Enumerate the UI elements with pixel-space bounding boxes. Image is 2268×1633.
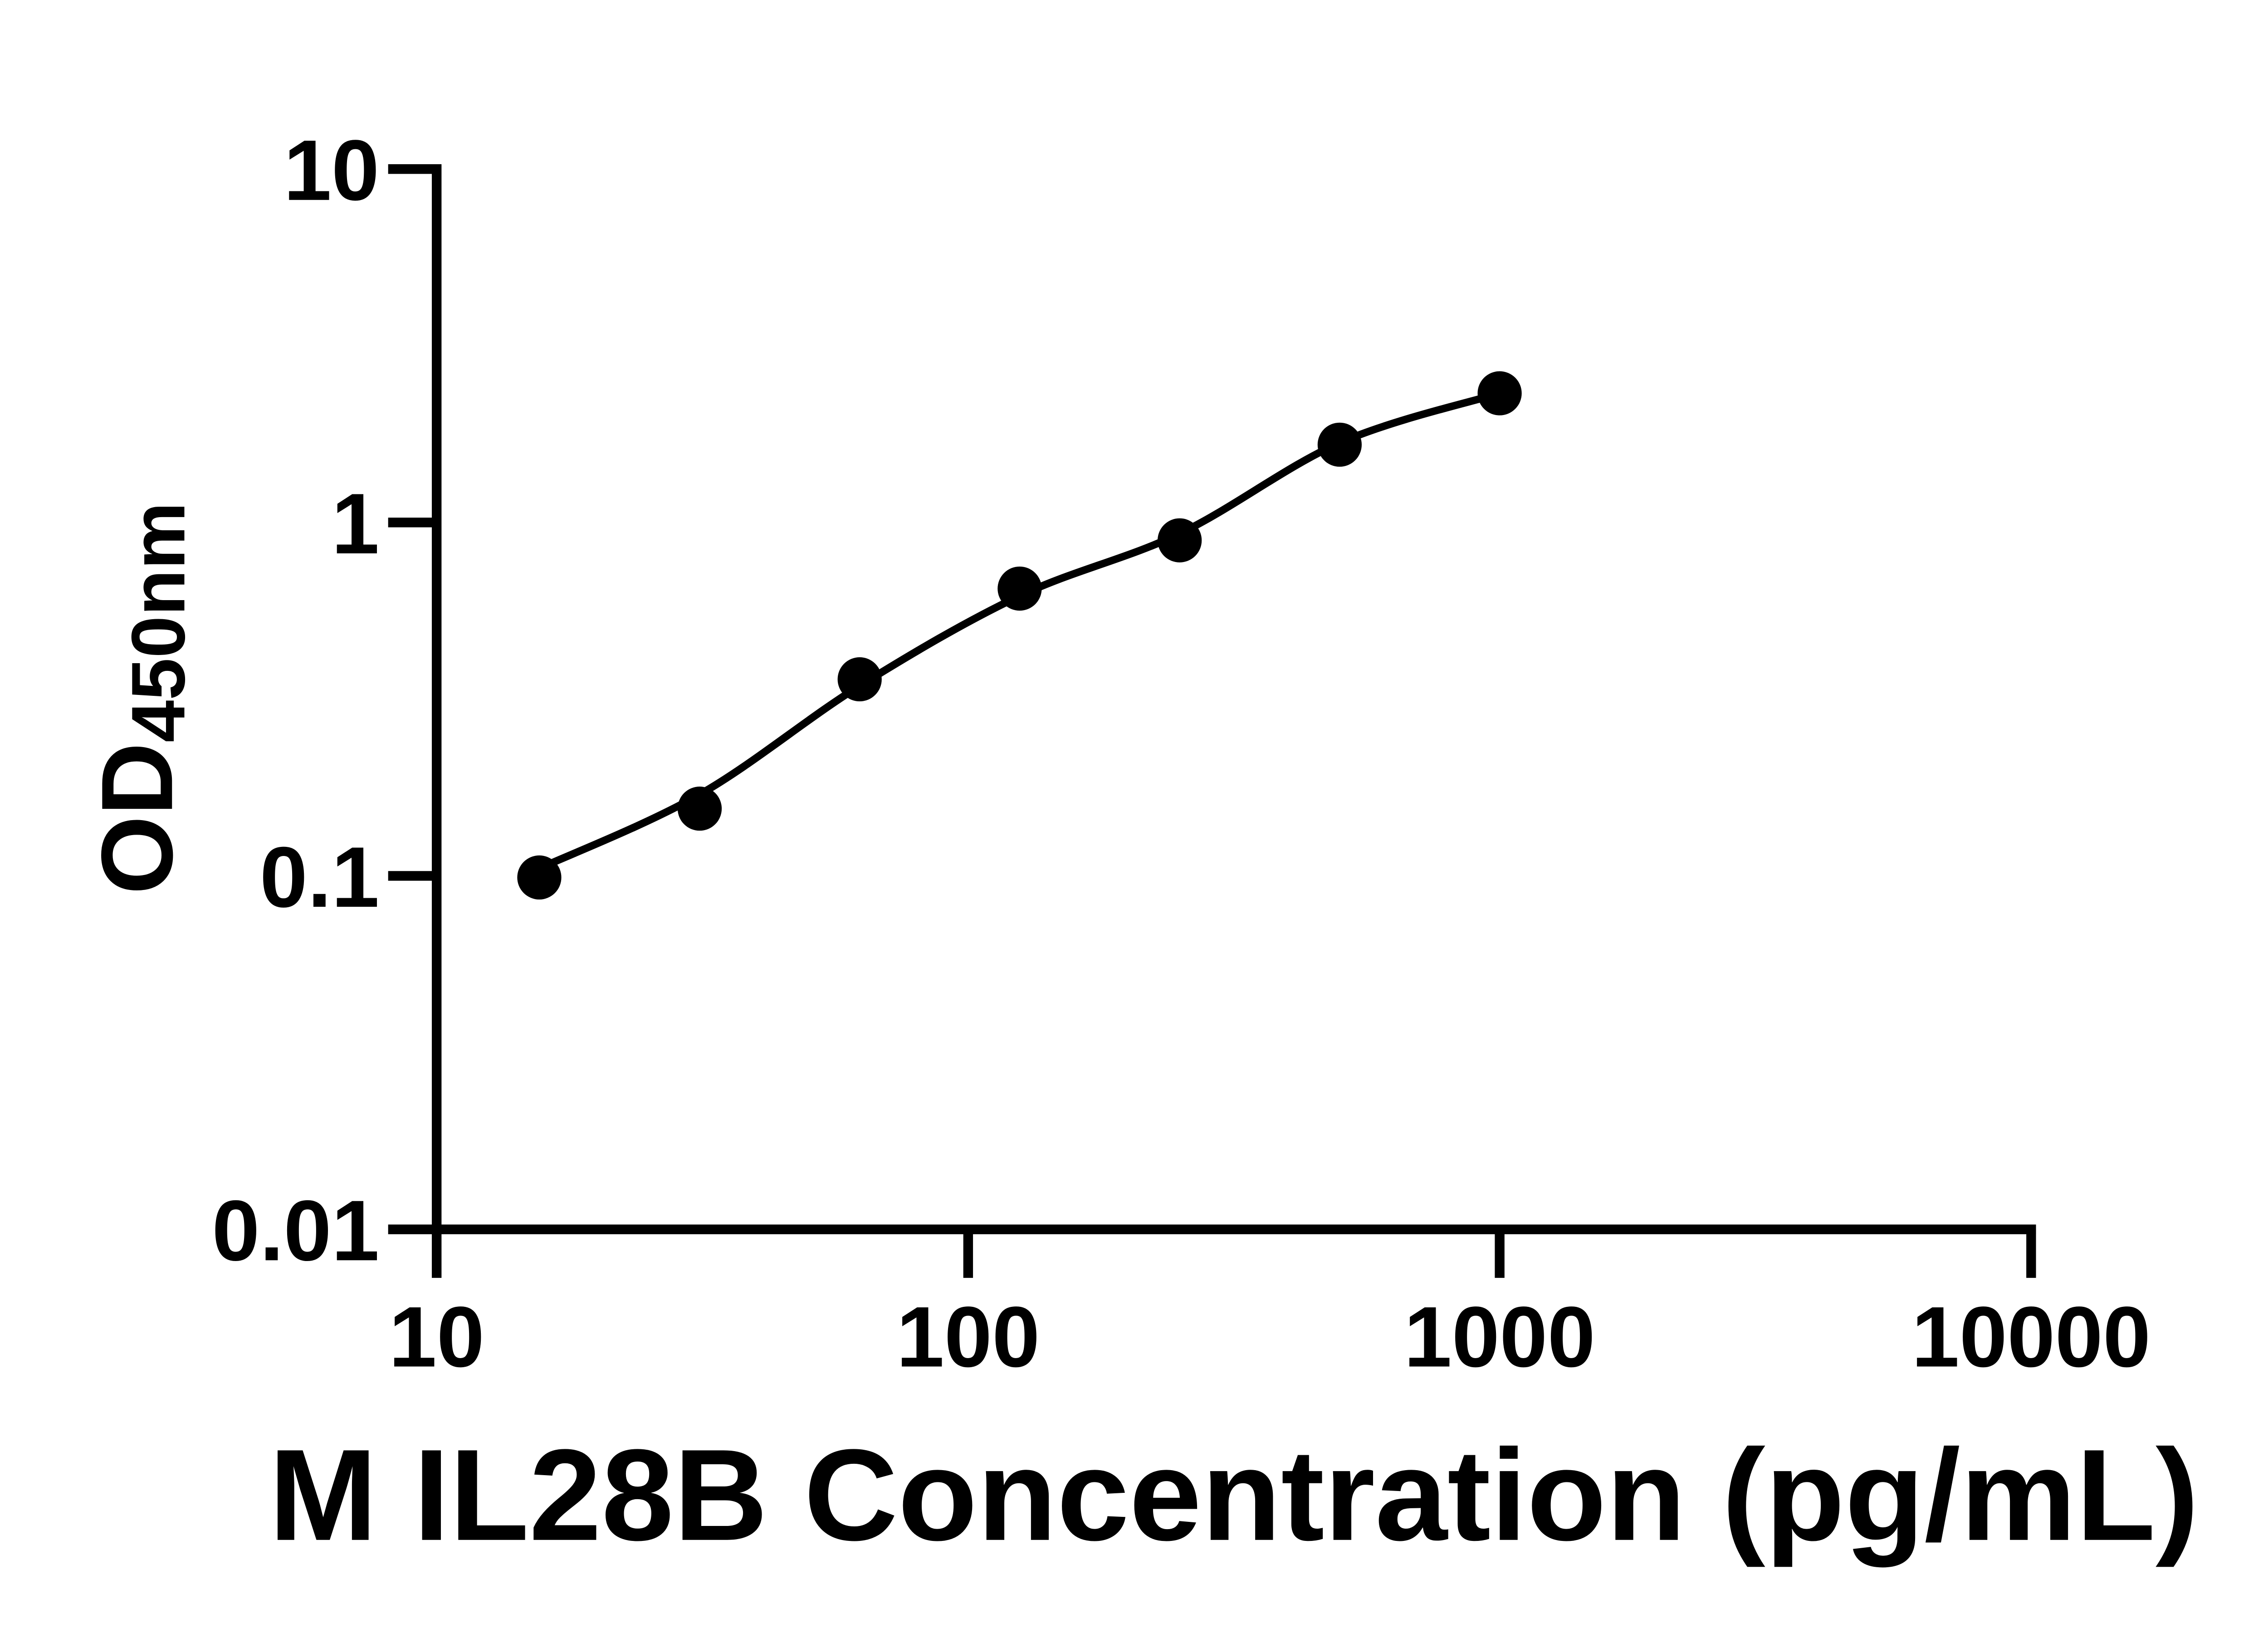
data-point bbox=[677, 787, 722, 831]
axis-ticks bbox=[388, 164, 2036, 1278]
data-point bbox=[1158, 518, 1202, 562]
x-axis-tick-label: 100 bbox=[896, 1289, 1040, 1385]
data-point bbox=[517, 855, 562, 900]
x-axis-tick-label: 10 bbox=[389, 1289, 484, 1385]
y-axis-title-subscript: 450nm bbox=[116, 502, 200, 743]
data-point bbox=[997, 566, 1042, 611]
data-points bbox=[517, 371, 1522, 900]
data-point bbox=[837, 657, 882, 702]
y-axis-title: OD450nm bbox=[81, 502, 200, 895]
data-point bbox=[1477, 371, 1522, 416]
y-axis-tick-label: 1 bbox=[332, 476, 379, 572]
chart-background bbox=[0, 22, 2268, 1611]
y-axis-tick-label: 10 bbox=[284, 122, 379, 219]
data-point bbox=[1317, 422, 1362, 467]
y-axis-tick-label: 0.01 bbox=[212, 1183, 379, 1279]
x-axis-tick-label: 1000 bbox=[1404, 1289, 1595, 1385]
x-axis-tick-label: 10000 bbox=[1911, 1289, 2151, 1385]
x-axis-title: M IL28B Concentration (pg/mL) bbox=[269, 1422, 2199, 1569]
y-axis-tick-label: 0.1 bbox=[260, 829, 380, 925]
y-axis-title-main: OD bbox=[81, 743, 194, 895]
